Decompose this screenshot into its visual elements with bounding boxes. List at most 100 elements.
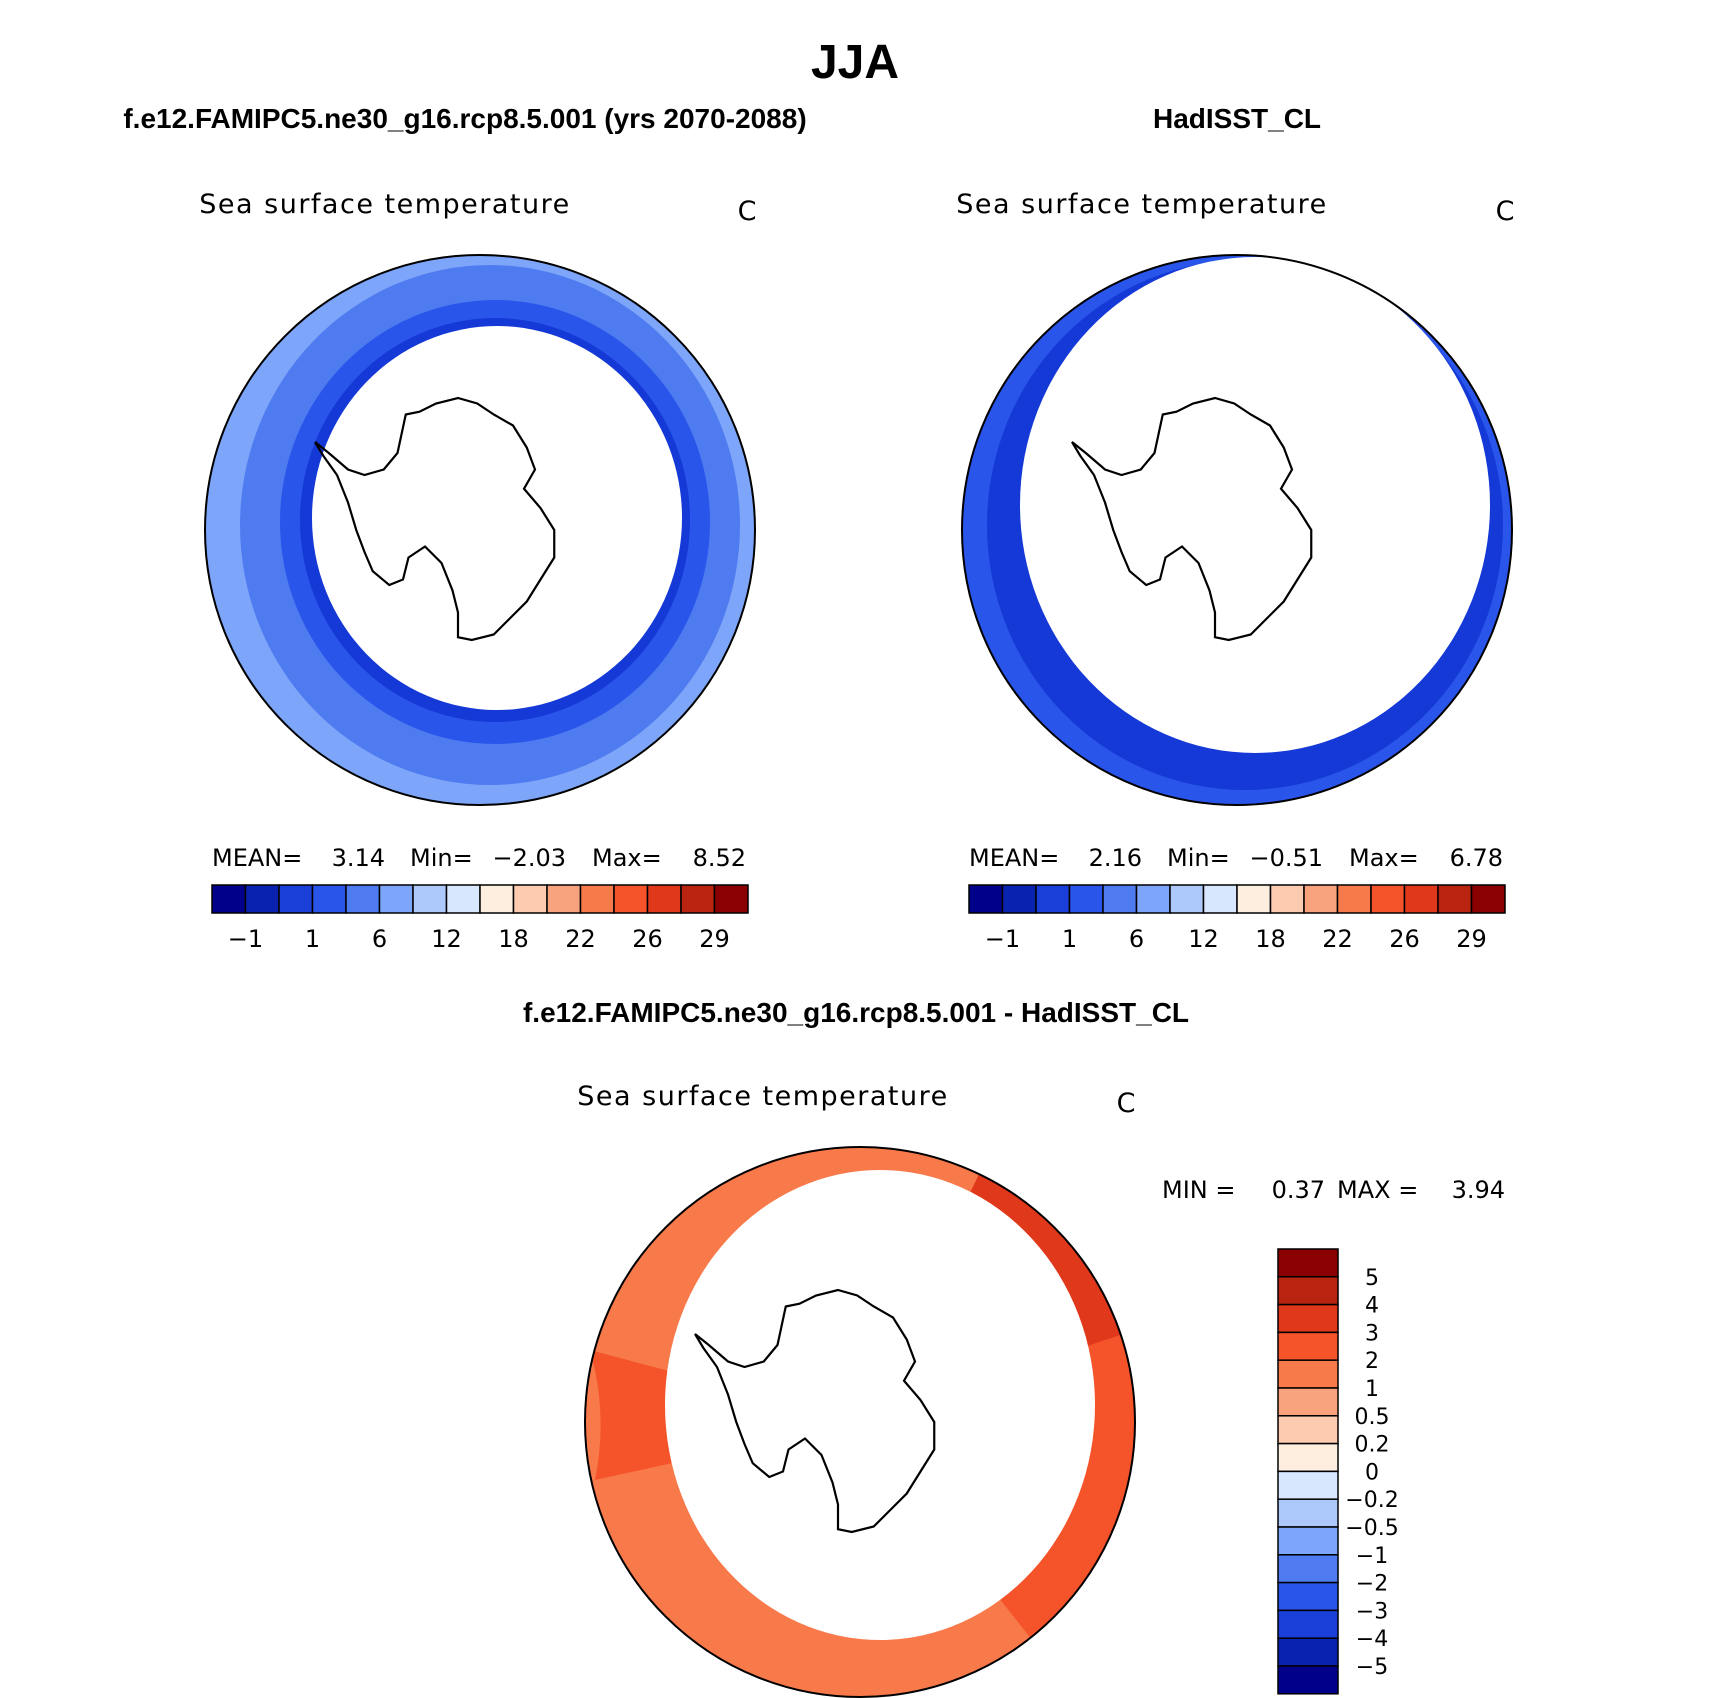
panel-diff-min-label: MIN = (1162, 1176, 1235, 1204)
panel-model-colorbar-box-13 (646, 884, 682, 914)
panel-obs-colorbar: −1 1 6 12 18 22 26 29 (968, 884, 1506, 953)
panel-diff-colorbar-tick-label: 0 (1365, 1460, 1379, 1485)
panel-diff-colorbar-box-3 (1277, 1331, 1339, 1361)
panel-diff-colorbar-tick-label: 1 (1365, 1377, 1379, 1402)
panel-obs-colorbar-box-5 (1135, 884, 1171, 914)
panel-obs-variable-label: Sea surface temperature (956, 189, 1327, 220)
panel-diff-colorbar-tick-label: −4 (1356, 1627, 1388, 1652)
panel-diff-colorbar-box-6 (1277, 1415, 1339, 1445)
panel-model-colorbar-box-1 (244, 884, 280, 914)
panel-model-ice-mask (312, 326, 682, 710)
panel-diff-colorbar-tick-label: −5 (1356, 1655, 1388, 1680)
panel-model-colorbar-box-9 (512, 884, 548, 914)
panel-obs-case-title: HadISST_CL (1153, 103, 1321, 134)
panel-model-colorbar-box-14 (680, 884, 716, 914)
panel-obs-colorbar-tick-label: 22 (1322, 925, 1353, 953)
panel-model-colorbar-tick-label: 12 (431, 925, 462, 953)
panel-obs-colorbar-tick-label: 29 (1456, 925, 1487, 953)
panel-obs-colorbar-box-4 (1102, 884, 1138, 914)
panel-diff-colorbar-tick-label: −3 (1356, 1599, 1388, 1624)
panel-diff-colorbar-box-0 (1277, 1248, 1339, 1278)
panel-model-colorbar-tick-label: 29 (699, 925, 730, 953)
panel-diff-colorbar-box-13 (1277, 1609, 1339, 1639)
panel-diff-map (585, 1147, 1135, 1697)
panel-diff-colorbar-box-2 (1277, 1303, 1339, 1334)
panel-obs-map-border (961, 254, 1513, 806)
panel-model-colorbar-tick-label: 18 (498, 925, 529, 953)
panel-diff-map-border (584, 1146, 1136, 1698)
panel-diff-colorbar-tick-label: 4 (1365, 1294, 1379, 1319)
panel-model-colorbar-tick-label: 6 (372, 925, 387, 953)
panel-obs-colorbar-box-14 (1437, 884, 1473, 914)
panel-obs-colorbar-tick-label: 1 (1062, 925, 1077, 953)
panel-diff-colorbar-tick-label: 5 (1365, 1266, 1379, 1291)
panel-obs-colorbar-box-0 (968, 884, 1004, 914)
panel-diff-ice-mask (665, 1170, 1095, 1640)
panel-diff-colorbar-tick-label: −0.2 (1345, 1488, 1398, 1513)
panel-model-colorbar-box-5 (378, 884, 414, 914)
panel-obs-map (962, 255, 1512, 805)
panel-model-colorbar-box-4 (345, 884, 381, 914)
panel-model-colorbar-box-3 (311, 884, 347, 914)
panel-obs-colorbar-tick-label: 12 (1188, 925, 1219, 953)
panel-model-colorbar-box-12 (613, 884, 649, 914)
panel-model-colorbar-tick-label: −1 (228, 925, 263, 953)
panel-diff-colorbar-box-8 (1277, 1470, 1339, 1500)
panel-model-colorbar-box-10 (546, 884, 582, 914)
panel-diff-max-label: MAX = (1337, 1176, 1418, 1204)
panel-model-colorbar-box-8 (479, 884, 515, 914)
panel-model-colorbar-box-15 (713, 884, 749, 914)
panel-model-colorbar-tick-label: 22 (565, 925, 596, 953)
panel-diff-colorbar: 5 43 2 1 0.5 0.20 −0.2 −0.5 −1 −2−3 −4 −5 (1277, 1248, 1399, 1695)
panel-model-min-value: −2.03 (492, 844, 566, 872)
panel-model-colorbar-box-11 (579, 884, 615, 914)
panel-diff-colorbar-box-12 (1277, 1581, 1339, 1612)
panel-obs-colorbar-tick-label: 18 (1255, 925, 1286, 953)
panel-diff-colorbar-tick-label: 0.5 (1355, 1405, 1390, 1430)
panel-diff-colorbar-tick-label: 0.2 (1355, 1433, 1390, 1458)
panel-obs-colorbar-tick-label: 6 (1129, 925, 1144, 953)
panel-diff-colorbar-tick-label: −0.5 (1345, 1516, 1398, 1541)
panel-model-colorbar-box-2 (278, 884, 314, 914)
panel-obs-colorbar-box-6 (1169, 884, 1205, 914)
panel-obs-colorbar-box-12 (1370, 884, 1406, 914)
panel-obs-colorbar-box-15 (1470, 884, 1506, 914)
panel-model-min-label: Min= (410, 844, 473, 872)
panel-diff-colorbar-box-4 (1277, 1359, 1339, 1389)
panel-obs-colorbar-box-7 (1202, 884, 1238, 914)
panel-diff-colorbar-box-1 (1277, 1276, 1339, 1306)
panel-model-colorbar-box-0 (211, 884, 247, 914)
panel-model-max-value: 8.52 (693, 844, 746, 872)
panel-model-case-title: f.e12.FAMIPC5.ne30_g16.rcp8.5.001 (yrs 2… (123, 103, 806, 134)
figure-title: JJA (811, 36, 899, 89)
panel-obs-max-value: 6.78 (1450, 844, 1503, 872)
panel-obs-mean-label: MEAN= (969, 844, 1059, 872)
panel-obs-colorbar-tick-label: 26 (1389, 925, 1420, 953)
panel-obs-ice-mask (1020, 257, 1490, 753)
panel-obs-colorbar-box-9 (1269, 884, 1305, 914)
panel-model-variable-label: Sea surface temperature (199, 189, 570, 220)
panel-obs-colorbar-tick-label: −1 (985, 925, 1020, 953)
panel-obs-colorbar-box-11 (1336, 884, 1372, 914)
panel-model: f.e12.FAMIPC5.ne30_g16.rcp8.5.001 (yrs 2… (123, 103, 806, 953)
panel-obs-units-label: C (1496, 196, 1515, 227)
panel-diff-units-label: C (1117, 1088, 1136, 1119)
panel-diff-colorbar-tick-label: −2 (1356, 1572, 1388, 1597)
panel-model-colorbar-box-7 (445, 884, 481, 914)
panel-diff-colorbar-box-11 (1277, 1554, 1339, 1584)
panel-diff: f.e12.FAMIPC5.ne30_g16.rcp8.5.001 - HadI… (523, 997, 1505, 1698)
panel-model-colorbar-box-6 (412, 884, 448, 914)
panel-diff-colorbar-tick-label: 3 (1365, 1321, 1379, 1346)
panel-model-map (205, 255, 755, 805)
panel-diff-colorbar-box-14 (1277, 1637, 1339, 1667)
panel-diff-colorbar-tick-label: −1 (1356, 1544, 1388, 1569)
panel-model-colorbar: −1 1 6 12 18 22 26 29 (211, 884, 749, 953)
panel-model-colorbar-tick-label: 1 (305, 925, 320, 953)
panel-diff-colorbar-tick-label: 2 (1365, 1349, 1379, 1374)
panel-obs-min-value: −0.51 (1249, 844, 1323, 872)
panel-model-units-label: C (738, 196, 757, 227)
panel-diff-max-value: 3.94 (1452, 1176, 1505, 1204)
panel-obs-min-label: Min= (1167, 844, 1230, 872)
panel-model-max-label: Max= (592, 844, 662, 872)
